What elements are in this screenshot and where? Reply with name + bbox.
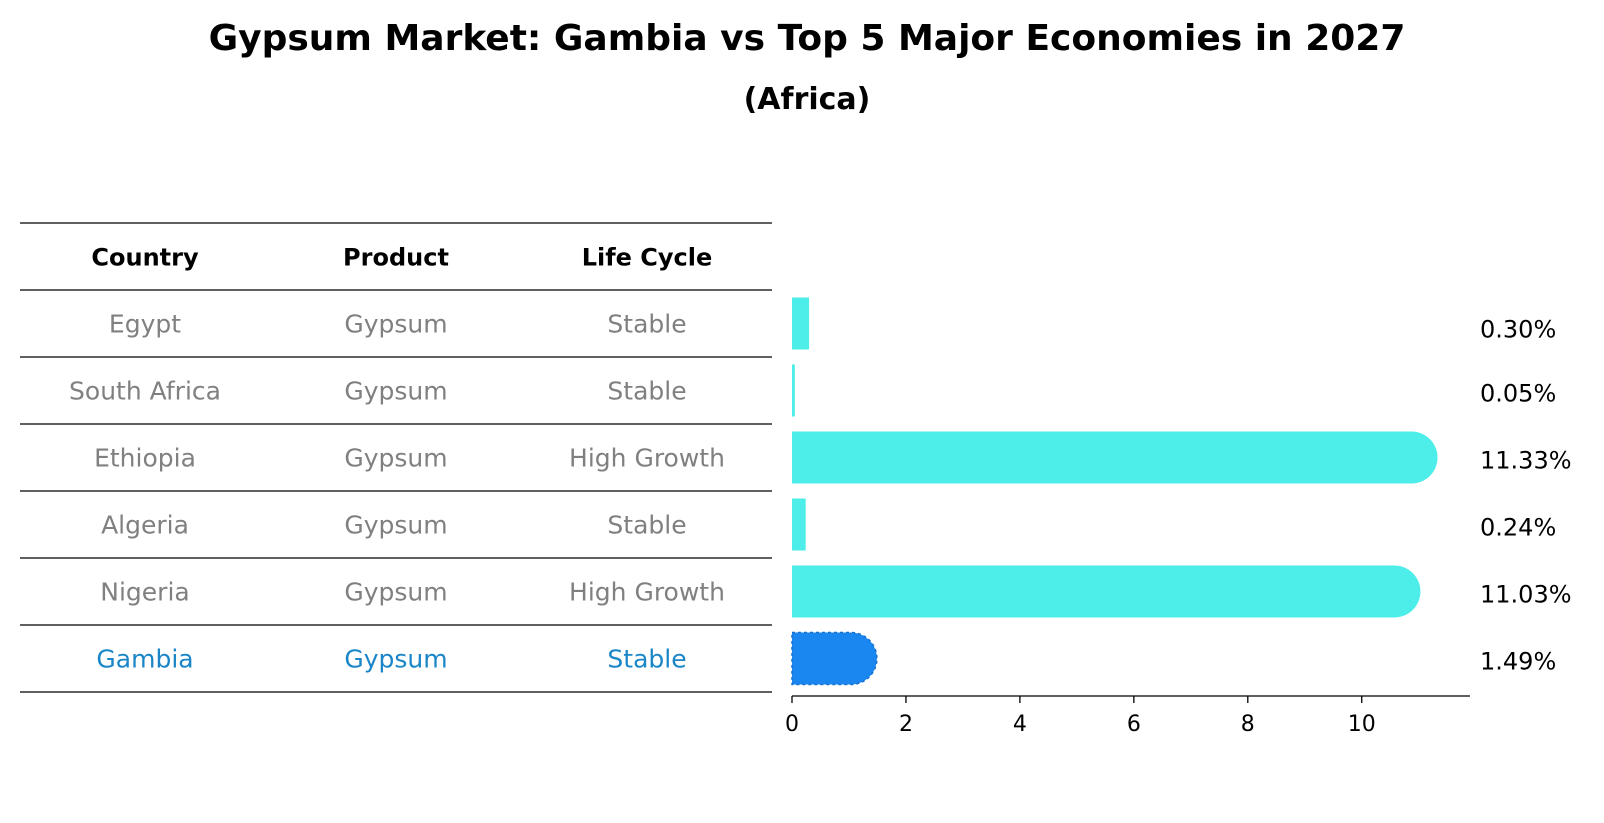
table-cell: South Africa	[69, 377, 221, 406]
x-tick-label: 4	[1013, 712, 1027, 737]
table-cell: Nigeria	[100, 578, 189, 607]
table-header: Country	[91, 244, 199, 272]
bar	[792, 364, 795, 417]
bar-highlight	[791, 631, 878, 686]
table-cell: Stable	[607, 310, 686, 339]
table-cell: Gypsum	[344, 444, 447, 473]
table-cell: High Growth	[569, 578, 725, 607]
table-cell: Gypsum	[344, 511, 447, 540]
data-table: Country Product Life Cycle Egypt Gypsum Stabl…	[20, 222, 772, 693]
table-cell: Egypt	[109, 310, 181, 339]
x-tick-label: 6	[1127, 712, 1141, 737]
table-cell: Gypsum	[344, 377, 447, 406]
bar	[792, 565, 1421, 618]
data-label: 0.05%	[1480, 380, 1556, 408]
data-label: 0.24%	[1480, 514, 1556, 542]
data-label: 11.03%	[1480, 581, 1572, 609]
x-axis: 0 2 4 6 8 10	[785, 695, 1470, 737]
x-tick-label: 10	[1348, 712, 1376, 737]
x-tick-label: 8	[1241, 712, 1255, 737]
table-cell: Gambia	[96, 645, 193, 674]
bar-plot: 0.30% 0.05% 11.33% 0.24% 11.03% 1.49%	[791, 297, 1572, 686]
data-label: 11.33%	[1480, 447, 1572, 475]
table-cell: Gypsum	[344, 578, 447, 607]
table-cell: Gypsum	[344, 310, 447, 339]
table-header: Product	[343, 244, 449, 272]
table-cell: Stable	[607, 511, 686, 540]
bar	[792, 431, 1438, 484]
table-cell: Algeria	[101, 511, 189, 540]
data-label: 0.30%	[1480, 316, 1556, 344]
table-cell: Ethiopia	[94, 444, 196, 473]
x-tick-label: 2	[899, 712, 913, 737]
chart-subtitle: (Africa)	[744, 82, 871, 117]
table-header: Life Cycle	[582, 244, 713, 272]
bar	[792, 297, 810, 350]
bar	[792, 498, 806, 551]
x-tick-label: 0	[785, 712, 799, 737]
chart-title: Gypsum Market: Gambia vs Top 5 Major Eco…	[209, 18, 1406, 59]
table-cell: High Growth	[569, 444, 725, 473]
table-cell: Gypsum	[344, 645, 447, 674]
data-label: 1.49%	[1480, 648, 1556, 676]
table-cell: Stable	[607, 377, 686, 406]
table-cell: Stable	[607, 645, 686, 674]
